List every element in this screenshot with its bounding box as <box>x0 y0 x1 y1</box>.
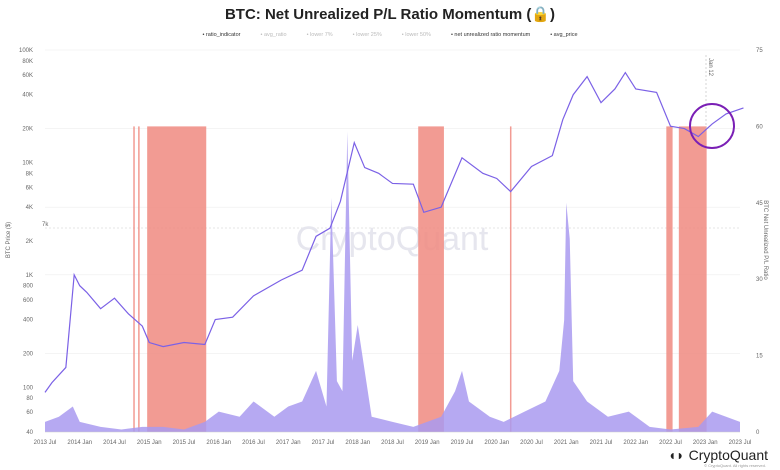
y-left-tick: 100K <box>19 48 33 54</box>
x-tick: 2017 Jul <box>312 440 335 446</box>
y-right-label: BTC Net Unrealized P/L Ratio <box>762 200 768 280</box>
legend-item[interactable]: • avg_price <box>550 32 578 38</box>
legend-item[interactable]: • lower 25% <box>352 32 382 38</box>
y-right-tick: 0 <box>756 430 760 436</box>
x-tick: 2015 Jan <box>137 440 162 446</box>
y-left-tick: 100 <box>23 385 34 391</box>
y-right-tick: 30 <box>756 277 763 283</box>
y-right-tick: 45 <box>756 201 763 207</box>
signal-band <box>147 126 207 433</box>
x-tick: 2018 Jul <box>381 440 404 446</box>
copyright: © CryptoQuant. All rights reserved. <box>704 463 766 468</box>
annotation-label: Jan 12 <box>707 58 713 77</box>
legend-item[interactable]: • lower 7% <box>306 32 333 38</box>
y-left-tick: 400 <box>23 318 34 324</box>
y-left-tick: 1K <box>26 273 33 279</box>
x-tick: 2021 Jul <box>590 440 613 446</box>
y-left-tick: 60K <box>22 73 33 79</box>
x-tick: 2018 Jan <box>345 440 370 446</box>
legend-item[interactable]: • avg_ratio <box>260 32 287 38</box>
y-right-tick: 15 <box>756 354 763 360</box>
y-left-tick: 4K <box>26 205 33 211</box>
y-left-tick: 600 <box>23 298 34 304</box>
legend-item[interactable]: • net unrealized ratio momentum <box>450 32 531 38</box>
x-tick: 2022 Jul <box>659 440 682 446</box>
y-left-tick: 60 <box>26 410 33 416</box>
signal-band <box>133 126 135 433</box>
y-left-tick: 2K <box>26 239 33 245</box>
ratio-area <box>45 131 740 432</box>
x-tick: 2020 Jan <box>484 440 509 446</box>
x-tick: 2015 Jul <box>173 440 196 446</box>
price-line <box>44 71 744 393</box>
legend-item[interactable]: • ratio_indicator <box>202 32 241 38</box>
x-tick: 2014 Jan <box>67 440 92 446</box>
brand-name: CryptoQuant <box>688 447 768 463</box>
x-tick: 2020 Jul <box>520 440 543 446</box>
x-tick: 2023 Jul <box>729 440 752 446</box>
y-left-tick: 6K <box>26 185 33 191</box>
y-left-tick: 8K <box>26 171 33 177</box>
signal-band <box>138 126 140 433</box>
x-tick: 2013 Jul <box>34 440 57 446</box>
x-tick: 2014 Jul <box>103 440 126 446</box>
y-left-tick: 800 <box>23 284 34 290</box>
legend: • ratio_indicator • avg_ratio • lower 7% • … <box>0 32 780 38</box>
x-tick: 2019 Jul <box>451 440 474 446</box>
cryptoquant-logo-icon: ◖◗ <box>667 447 685 463</box>
highlight-circle <box>689 103 735 149</box>
y-right-tick: 75 <box>756 48 763 54</box>
signal-band <box>509 126 512 433</box>
x-tick: 2017 Jan <box>276 440 301 446</box>
y-right-tick: 60 <box>756 124 763 130</box>
legend-item[interactable]: • lower 50% <box>401 32 431 38</box>
y-left-label: BTC Price ($) <box>6 222 12 258</box>
x-tick: 2023 Jan <box>693 440 718 446</box>
chart-title: BTC: Net Unrealized P/L Ratio Momentum (… <box>224 6 556 23</box>
y-left-tick: 40K <box>22 93 33 99</box>
reference-line-label: 7k <box>42 222 49 228</box>
y-left-tick: 20K <box>22 127 33 133</box>
signal-band <box>678 126 707 433</box>
x-tick: 2022 Jan <box>623 440 648 446</box>
x-tick: 2021 Jan <box>554 440 579 446</box>
signal-band <box>418 126 444 433</box>
watermark: CryptoQuant <box>296 220 489 258</box>
lock-icon: (🔒) <box>526 6 556 23</box>
y-left-tick: 10K <box>22 160 33 166</box>
brand-logo: ◖◗ CryptoQuant <box>668 447 768 463</box>
signal-band <box>666 126 673 433</box>
x-tick: 2016 Jan <box>206 440 231 446</box>
x-tick: 2019 Jan <box>415 440 440 446</box>
y-left-tick: 80K <box>22 59 33 65</box>
x-tick: 2016 Jul <box>242 440 265 446</box>
y-left-tick: 40 <box>26 430 33 436</box>
y-left-tick: 80 <box>26 396 33 402</box>
y-left-tick: 200 <box>23 351 34 357</box>
